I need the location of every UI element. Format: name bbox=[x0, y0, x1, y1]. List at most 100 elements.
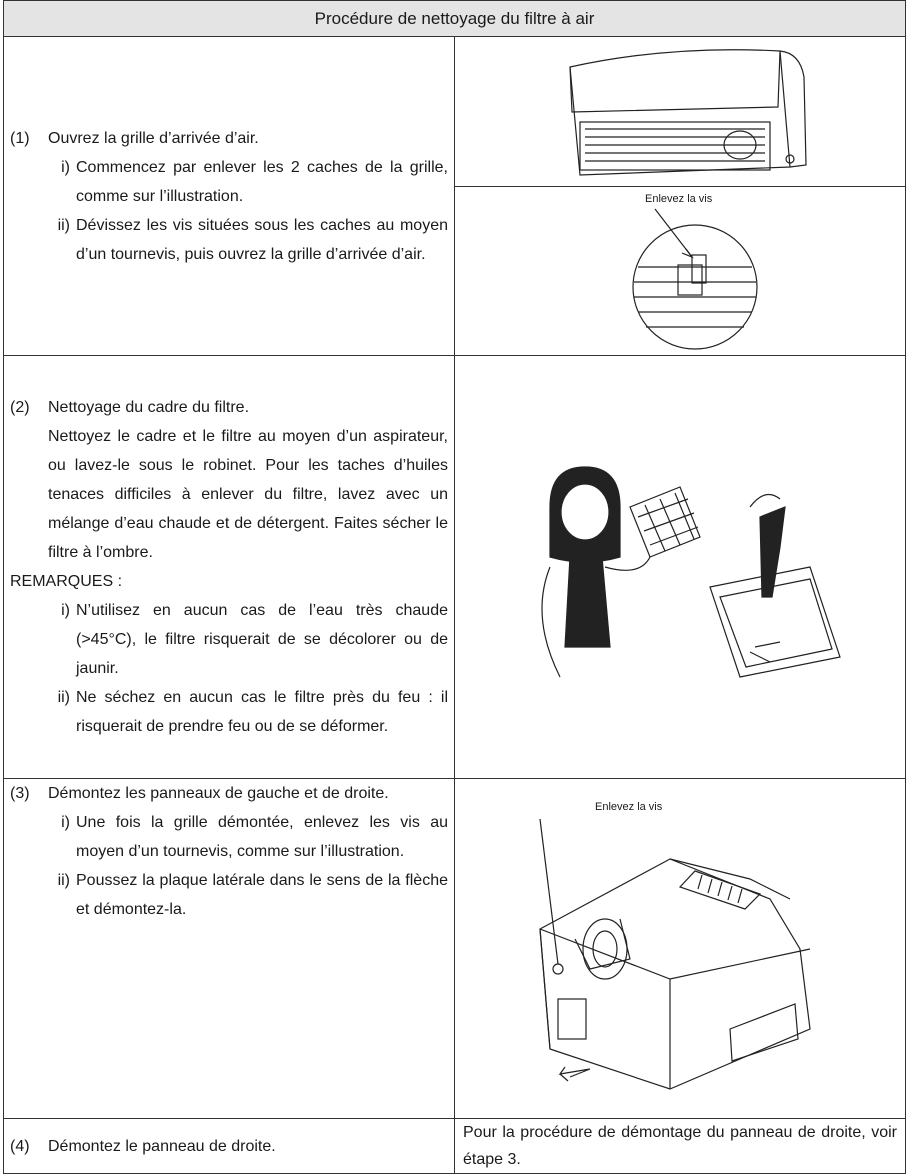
decoration bbox=[785, 154, 795, 164]
item-label: ii) bbox=[57, 689, 70, 706]
decoration bbox=[560, 483, 610, 541]
image-cell bbox=[454, 355, 906, 779]
step-title: Démontez les panneaux de gauche et de dr… bbox=[48, 785, 389, 802]
decoration: ii) Dévissez les vis situées sous les cac… bbox=[10, 211, 448, 269]
item-label: ii) bbox=[57, 216, 70, 234]
decoration bbox=[26, 683, 48, 741]
decoration bbox=[691, 254, 707, 284]
item-text: Ne séchez en aucun cas le filtre près du… bbox=[76, 689, 448, 735]
cleaning-illustration bbox=[541, 466, 841, 678]
item-label: i) bbox=[61, 602, 70, 619]
decoration bbox=[749, 641, 781, 663]
decoration bbox=[592, 929, 618, 968]
decoration bbox=[26, 866, 48, 924]
image-cell: Enlevez la vis bbox=[454, 778, 906, 1119]
step-note: Pour la procédure de démontage du pannea… bbox=[454, 1118, 906, 1174]
decoration bbox=[637, 492, 699, 552]
decoration bbox=[779, 50, 807, 168]
decoration bbox=[681, 248, 694, 259]
step-title: Ouvrez la grille d’arrivée d’air. bbox=[48, 129, 259, 147]
decoration bbox=[759, 506, 786, 598]
decoration bbox=[669, 857, 791, 900]
step-number: (4) bbox=[10, 1137, 30, 1155]
decoration bbox=[558, 1066, 591, 1081]
header-row: Procédure de nettoyage du filtre à air bbox=[3, 0, 906, 37]
decoration: i) Une fois la grille démontée, enlevez l… bbox=[10, 808, 448, 866]
step-text: (1) Ouvrez la grille d’arrivée d’air. i) C… bbox=[3, 36, 455, 356]
decoration bbox=[539, 818, 559, 964]
step-number: (2) bbox=[10, 399, 30, 416]
decoration bbox=[582, 917, 628, 980]
decoration bbox=[632, 224, 758, 350]
image-label: Enlevez la vis bbox=[595, 801, 663, 813]
decoration bbox=[26, 808, 48, 866]
decoration: Procédure de nettoyage du filtre à air (… bbox=[3, 0, 906, 1174]
decoration bbox=[541, 556, 651, 678]
image-cell: Enlevez la vis bbox=[454, 36, 906, 356]
step-text: (2) Nettoyage du cadre du filtre. Nettoye… bbox=[3, 355, 455, 779]
decoration bbox=[26, 596, 48, 683]
decoration bbox=[629, 486, 701, 558]
decoration bbox=[569, 50, 781, 113]
step-row: (2) Nettoyage du cadre du filtre. Nettoye… bbox=[3, 355, 906, 779]
item-text: Dévissez les vis situées sous les caches… bbox=[76, 216, 448, 263]
screw-figure: Enlevez la vis bbox=[455, 187, 905, 355]
item-text: N’utilisez en aucun cas de l’eau très ch… bbox=[76, 602, 448, 677]
decoration bbox=[709, 566, 841, 678]
decoration bbox=[579, 121, 771, 171]
decoration bbox=[539, 857, 811, 1090]
step-row: (3) Démontez les panneaux de gauche et de… bbox=[3, 778, 906, 1119]
decoration bbox=[723, 130, 757, 160]
decoration bbox=[26, 153, 48, 211]
decoration bbox=[697, 874, 743, 903]
decoration: (1) Ouvrez la grille d’arrivée d’air. bbox=[10, 124, 448, 153]
decoration bbox=[654, 208, 693, 258]
table-title: Procédure de nettoyage du filtre à air bbox=[3, 0, 906, 37]
decoration bbox=[574, 918, 631, 970]
decoration: ii) Poussez la plaque latérale dans le se… bbox=[10, 866, 448, 924]
decoration: ii) Ne séchez en aucun cas le filtre près… bbox=[10, 683, 448, 741]
procedure-table: Procédure de nettoyage du filtre à air (… bbox=[3, 0, 906, 1174]
decoration bbox=[719, 578, 833, 668]
decoration bbox=[634, 266, 756, 328]
decoration bbox=[564, 556, 611, 648]
decoration: (4) Démontez le panneau de droite. bbox=[10, 1132, 448, 1161]
decoration bbox=[749, 493, 781, 508]
step-text: (3) Démontez les panneaux de gauche et de… bbox=[3, 778, 455, 1119]
step-paragraph: Nettoyez le cadre et le filtre au moyen … bbox=[48, 428, 448, 561]
decoration: (2) Nettoyage du cadre du filtre. bbox=[10, 393, 448, 422]
step-row: (4) Démontez le panneau de droite. Pour l… bbox=[3, 1118, 906, 1174]
decoration bbox=[539, 927, 811, 1089]
unit-illustration bbox=[569, 49, 807, 176]
decoration bbox=[677, 264, 703, 296]
decoration bbox=[26, 211, 48, 269]
step-number: (3) bbox=[10, 785, 30, 802]
unit-figure bbox=[455, 37, 905, 187]
decoration: (3) Démontez les panneaux de gauche et de… bbox=[10, 779, 448, 808]
decoration bbox=[678, 869, 762, 910]
step-row: (1) Ouvrez la grille d’arrivée d’air. i) C… bbox=[3, 36, 906, 356]
item-text: Une fois la grille démontée, enlevez les… bbox=[76, 814, 448, 860]
decoration bbox=[557, 997, 587, 1040]
screw-illustration bbox=[632, 208, 758, 350]
panel-illustration bbox=[539, 818, 811, 1090]
decoration bbox=[729, 1002, 799, 1062]
decoration: i) Commencez par enlever les 2 caches de … bbox=[10, 153, 448, 211]
item-text: Commencez par enlever les 2 caches de la… bbox=[76, 158, 448, 205]
decoration bbox=[585, 128, 765, 162]
step-title: Démontez le panneau de droite. bbox=[48, 1137, 276, 1155]
notes-title: REMARQUES : bbox=[10, 573, 123, 590]
item-text: Poussez la plaque latérale dans le sens … bbox=[76, 872, 448, 918]
item-label: ii) bbox=[57, 872, 70, 889]
decoration bbox=[552, 962, 564, 975]
item-label: i) bbox=[61, 158, 70, 176]
step-text: (4) Démontez le panneau de droite. bbox=[3, 1118, 455, 1174]
item-label: i) bbox=[61, 814, 70, 831]
step-title: Nettoyage du cadre du filtre. bbox=[48, 399, 250, 416]
step-number: (1) bbox=[10, 129, 30, 147]
decoration bbox=[569, 49, 791, 176]
image-label: Enlevez la vis bbox=[645, 193, 713, 205]
decoration: i) N’utilisez en aucun cas de l’eau très … bbox=[10, 596, 448, 683]
